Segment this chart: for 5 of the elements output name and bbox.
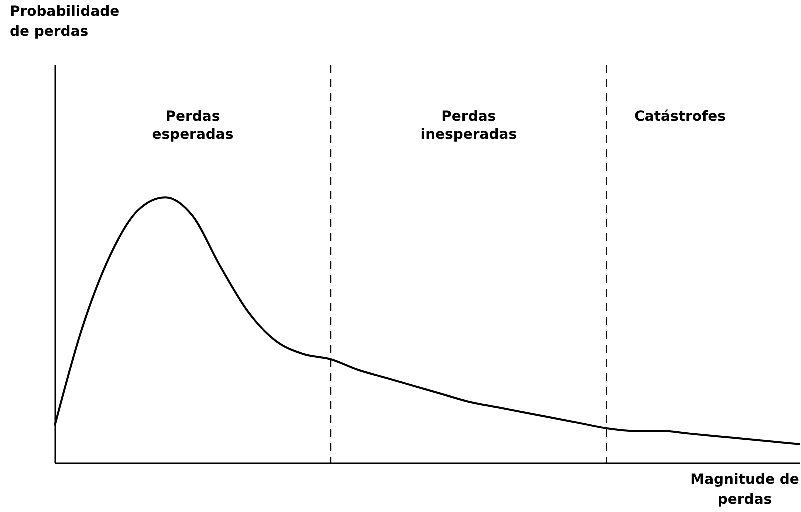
text: Perdas inesperadas	[420, 109, 518, 143]
x-axis-title: Magnitude de perdas	[690, 472, 800, 508]
text: Probabilidade de perdas	[10, 4, 120, 40]
text: Perdas esperadas	[152, 109, 234, 143]
text: Catástrofes	[634, 109, 726, 125]
